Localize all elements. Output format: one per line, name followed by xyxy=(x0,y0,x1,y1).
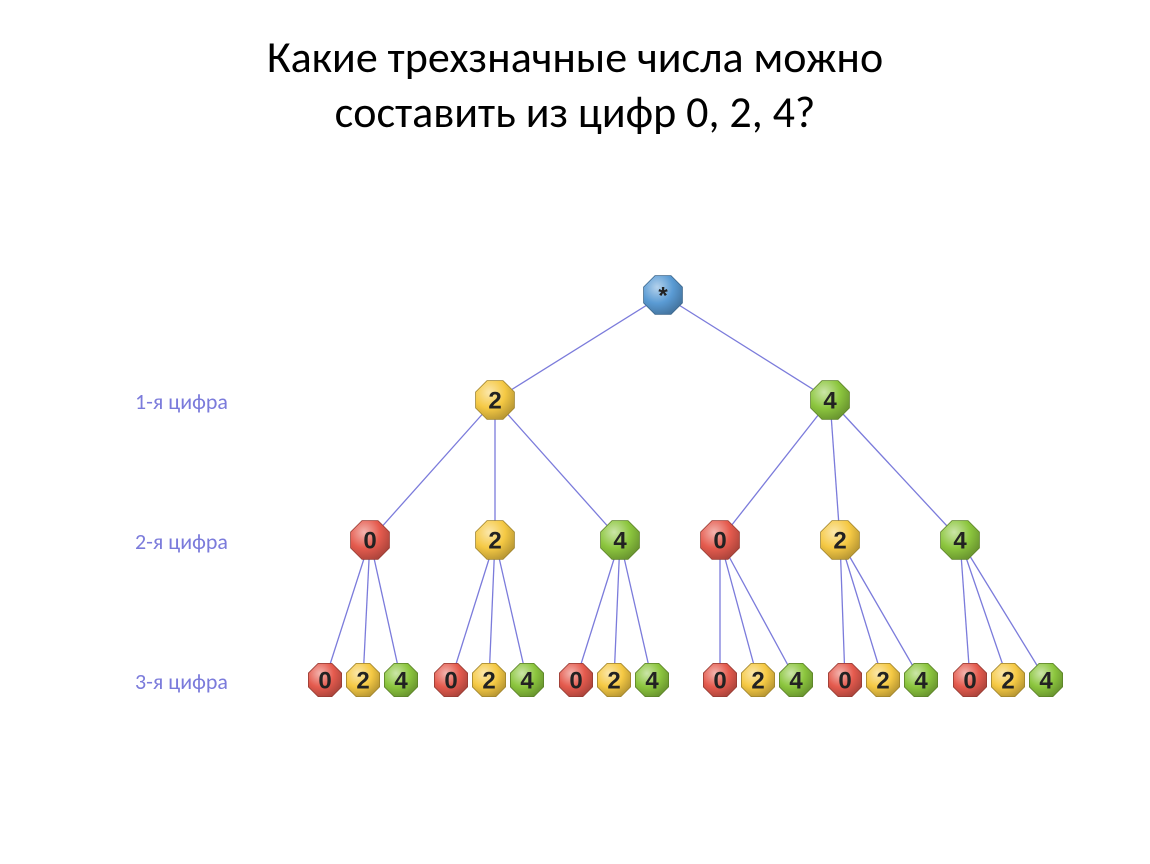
tree-l3-7: 2 xyxy=(597,663,630,696)
tree-l3-6: 0 xyxy=(559,663,592,696)
tree-l3-6-label: 0 xyxy=(569,668,582,695)
tree-edge xyxy=(370,400,495,540)
tree-root: * xyxy=(644,276,683,315)
tree-l3-2: 4 xyxy=(384,663,417,696)
tree-edge xyxy=(489,540,495,680)
tree-diagram: *24024024024024024024024024 xyxy=(0,0,1150,864)
tree-l2-1: 2 xyxy=(476,521,515,560)
tree-edge xyxy=(451,540,495,680)
tree-edge xyxy=(830,400,840,540)
tree-edge xyxy=(370,540,401,680)
tree-l3-5-label: 4 xyxy=(520,668,534,695)
tree-l3-15-label: 0 xyxy=(963,668,976,695)
tree-l2-4-label: 2 xyxy=(833,528,846,555)
tree-l3-5: 4 xyxy=(510,663,543,696)
tree-l3-16: 2 xyxy=(991,663,1024,696)
tree-l3-8: 4 xyxy=(635,663,668,696)
tree-edge xyxy=(614,540,620,680)
tree-l1-0: 2 xyxy=(476,381,515,420)
tree-edge xyxy=(840,540,845,680)
tree-l3-3-label: 0 xyxy=(444,668,457,695)
tree-l3-0: 0 xyxy=(308,663,341,696)
tree-edge xyxy=(620,540,652,680)
tree-edge xyxy=(495,540,527,680)
tree-l2-2: 4 xyxy=(601,521,640,560)
tree-edge xyxy=(720,400,830,540)
tree-edge xyxy=(960,540,1008,680)
tree-l2-5: 4 xyxy=(941,521,980,560)
tree-edge xyxy=(960,540,1046,680)
tree-edge xyxy=(495,295,663,400)
tree-l3-7-label: 2 xyxy=(607,668,620,695)
tree-l3-13-label: 2 xyxy=(876,668,889,695)
tree-edge xyxy=(720,540,758,680)
tree-l3-17: 4 xyxy=(1029,663,1062,696)
tree-l2-5-label: 4 xyxy=(953,528,967,555)
tree-l3-1: 2 xyxy=(346,663,379,696)
tree-l3-12-label: 0 xyxy=(838,668,851,695)
tree-edge xyxy=(663,295,830,400)
tree-l3-10: 2 xyxy=(741,663,774,696)
tree-l2-2-label: 4 xyxy=(613,528,627,555)
tree-l3-9: 0 xyxy=(703,663,736,696)
tree-edge xyxy=(495,400,620,540)
tree-l3-4: 2 xyxy=(472,663,505,696)
tree-l3-4-label: 2 xyxy=(482,668,495,695)
tree-l3-13: 2 xyxy=(866,663,899,696)
tree-l2-0-label: 0 xyxy=(363,528,376,555)
tree-edge xyxy=(960,540,970,680)
tree-l2-3: 0 xyxy=(701,521,740,560)
tree-edge xyxy=(576,540,620,680)
tree-edge xyxy=(325,540,370,680)
tree-l3-12: 0 xyxy=(828,663,861,696)
tree-l2-0: 0 xyxy=(351,521,390,560)
tree-l3-14: 4 xyxy=(904,663,937,696)
tree-l1-0-label: 2 xyxy=(488,388,501,415)
tree-l3-2-label: 4 xyxy=(394,668,408,695)
tree-l3-1-label: 2 xyxy=(356,668,369,695)
tree-l2-3-label: 0 xyxy=(713,528,726,555)
tree-l3-11-label: 4 xyxy=(789,668,803,695)
tree-l3-11: 4 xyxy=(779,663,812,696)
tree-l3-15: 0 xyxy=(953,663,986,696)
tree-l3-8-label: 4 xyxy=(645,668,659,695)
tree-l1-1: 4 xyxy=(811,381,850,420)
tree-edge xyxy=(840,540,921,680)
tree-l1-1-label: 4 xyxy=(823,388,837,415)
tree-edge xyxy=(830,400,960,540)
tree-l3-10-label: 2 xyxy=(751,668,764,695)
tree-l2-1-label: 2 xyxy=(488,528,501,555)
tree-edge xyxy=(840,540,883,680)
tree-l3-17-label: 4 xyxy=(1039,668,1053,695)
tree-l3-14-label: 4 xyxy=(914,668,928,695)
tree-l3-3: 0 xyxy=(434,663,467,696)
tree-l2-4: 2 xyxy=(821,521,860,560)
tree-edge xyxy=(363,540,370,680)
tree-root-label: * xyxy=(658,283,668,310)
tree-l3-16-label: 2 xyxy=(1001,668,1014,695)
tree-edge xyxy=(720,540,796,680)
tree-l3-9-label: 0 xyxy=(713,668,726,695)
tree-l3-0-label: 0 xyxy=(318,668,331,695)
